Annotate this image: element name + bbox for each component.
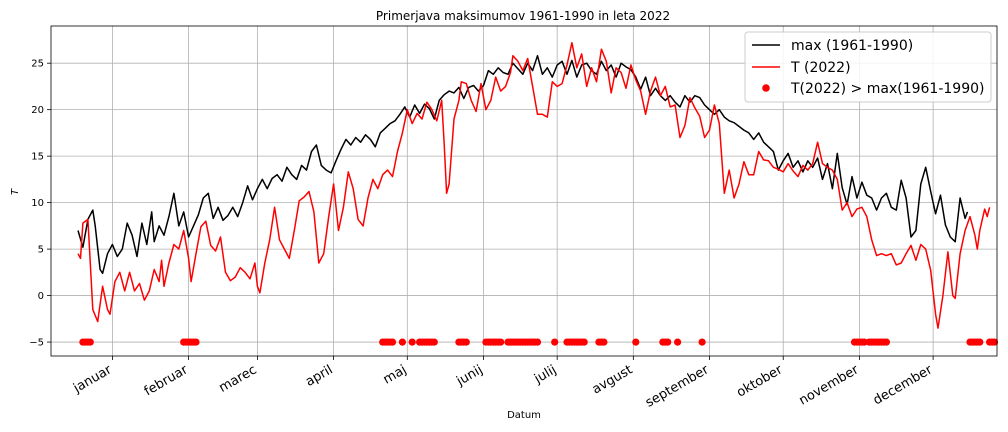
legend-label-exceed: T(2022) > max(1961-1990) (790, 81, 984, 97)
y-tick-label: 25 (31, 59, 44, 70)
exceed-marker (882, 338, 891, 346)
exceed-marker (398, 338, 406, 346)
exceed-marker (86, 338, 94, 346)
exceed-marker (497, 338, 505, 346)
plot-frame (50, 25, 998, 357)
exceed-marker (192, 338, 200, 346)
exceed-marker (462, 338, 470, 346)
exceed-marker (664, 338, 672, 346)
y-tick-label: 0 (38, 291, 44, 302)
exceed-marker (430, 338, 438, 346)
exceed-marker (408, 338, 416, 346)
x-tick-label-februar: februar (142, 362, 191, 399)
exceed-marker (990, 338, 999, 346)
x-tick-label-november: november (797, 362, 862, 408)
legend-swatch-exceed (762, 84, 770, 92)
legend: max (1961-1990) T (2022) T(2022) > max(1… (744, 31, 992, 103)
x-tick-label-september: september (643, 362, 712, 411)
chart-title: Primerjava maksimumov 1961-1990 in leta … (376, 9, 670, 23)
legend-label-2022: T (2022) (790, 60, 851, 76)
x-axis-label: Datum (507, 410, 541, 421)
exceed-markers (79, 338, 999, 346)
exceed-marker (388, 338, 397, 346)
y-tick-label: 10 (31, 198, 44, 209)
legend-box (744, 31, 992, 103)
exceed-marker (698, 338, 706, 346)
x-tick-label-maj: maj (381, 362, 410, 387)
legend-label-max: max (1961-1990) (791, 38, 913, 54)
exceed-marker (551, 338, 559, 346)
exceed-marker (533, 338, 542, 346)
exceed-marker (580, 338, 588, 346)
x-ticks: januar februar marec april maj junij julij avgu… (70, 356, 936, 411)
exceed-marker (632, 338, 640, 346)
y-tick-label: 15 (31, 152, 44, 163)
y-tick-label: 20 (31, 105, 44, 116)
series-line-1 (77, 41, 991, 329)
x-tick-label-januar: januar (70, 362, 115, 397)
x-tick-label-december: december (871, 362, 936, 408)
exceed-marker (600, 338, 608, 346)
y-axis-label: T (10, 188, 21, 195)
y-tick-label: −5 (29, 338, 44, 349)
exceed-marker (976, 338, 984, 346)
series-lines (77, 41, 991, 329)
x-tick-label-oktober: oktober (734, 362, 785, 400)
x-tick-label-avgust: avgust (590, 362, 636, 397)
series-line-0 (77, 54, 969, 275)
y-tick-label: 5 (38, 245, 44, 256)
y-ticks: −5 0 5 10 15 20 25 (29, 59, 51, 349)
exceed-marker (674, 338, 682, 346)
x-tick-label-april: april (303, 362, 335, 389)
x-tick-label-julij: julij (531, 362, 559, 387)
x-tick-label-marec: marec (217, 362, 260, 395)
x-tick-label-junij: junij (453, 362, 485, 389)
